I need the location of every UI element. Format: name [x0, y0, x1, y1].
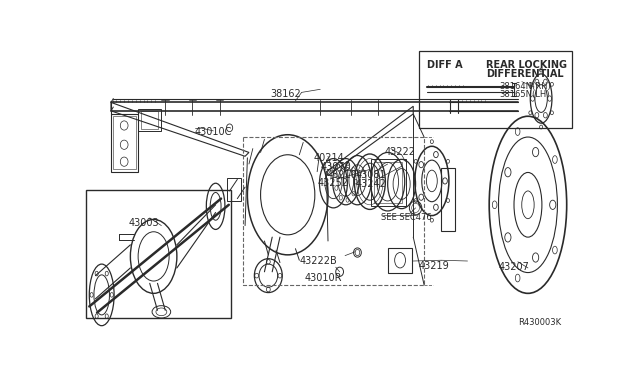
- Bar: [371, 158, 406, 206]
- Text: 43222: 43222: [385, 147, 415, 157]
- Bar: [111, 114, 138, 172]
- Text: 38165N(LH): 38165N(LH): [499, 90, 550, 99]
- Text: 43003: 43003: [129, 218, 159, 228]
- Text: 43222B: 43222B: [300, 256, 337, 266]
- Bar: [243, 137, 424, 285]
- Bar: [141, 111, 158, 129]
- Text: 43252: 43252: [317, 178, 348, 188]
- Text: 43219: 43219: [419, 261, 449, 271]
- Bar: [86, 190, 231, 318]
- Text: REAR LOCKING: REAR LOCKING: [486, 60, 567, 70]
- Text: 38164N(RH): 38164N(RH): [499, 81, 551, 91]
- Bar: [138, 109, 161, 131]
- Text: 40214: 40214: [314, 153, 345, 163]
- Bar: [388, 248, 412, 273]
- Text: 43210: 43210: [326, 170, 357, 180]
- Text: R430003K: R430003K: [518, 318, 561, 327]
- Text: 43207: 43207: [499, 262, 529, 272]
- Bar: [374, 162, 403, 203]
- Bar: [227, 178, 241, 201]
- Text: 43242: 43242: [355, 179, 386, 189]
- Text: DIFFERENTIAL: DIFFERENTIAL: [486, 68, 564, 78]
- Text: SEE SEC476: SEE SEC476: [381, 212, 432, 221]
- Text: 43081: 43081: [355, 170, 386, 180]
- Text: 43070: 43070: [321, 162, 352, 172]
- Text: 43010C: 43010C: [195, 127, 232, 137]
- Text: 38162: 38162: [271, 89, 301, 99]
- Bar: [113, 116, 136, 169]
- Bar: [441, 168, 455, 231]
- Text: DIFF A: DIFF A: [428, 60, 463, 70]
- Bar: [419, 51, 572, 128]
- Text: 43010R: 43010R: [305, 273, 342, 283]
